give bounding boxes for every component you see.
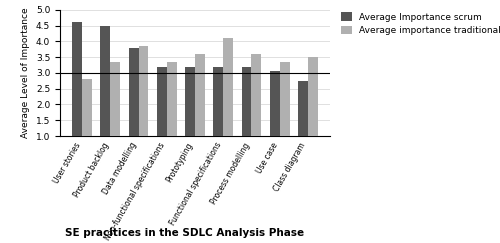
Bar: [72, 22, 82, 168]
Bar: [138, 46, 148, 168]
Bar: [298, 81, 308, 168]
Bar: [195, 54, 205, 168]
Bar: [128, 48, 138, 168]
Bar: [100, 26, 110, 168]
Bar: [242, 67, 252, 168]
Y-axis label: Average Level of Importance: Average Level of Importance: [22, 8, 30, 138]
Bar: [167, 62, 176, 168]
Legend: Average Importance scrum, Average importance traditional: Average Importance scrum, Average import…: [338, 10, 500, 38]
Bar: [214, 67, 223, 168]
Bar: [270, 71, 280, 168]
Bar: [82, 79, 92, 168]
Bar: [308, 57, 318, 168]
Bar: [280, 62, 289, 168]
Bar: [157, 67, 167, 168]
Bar: [185, 67, 195, 168]
Bar: [223, 38, 233, 168]
Text: SE pracitices in the SDLC Analysis Phase: SE pracitices in the SDLC Analysis Phase: [66, 228, 304, 238]
Bar: [110, 62, 120, 168]
Bar: [252, 54, 262, 168]
